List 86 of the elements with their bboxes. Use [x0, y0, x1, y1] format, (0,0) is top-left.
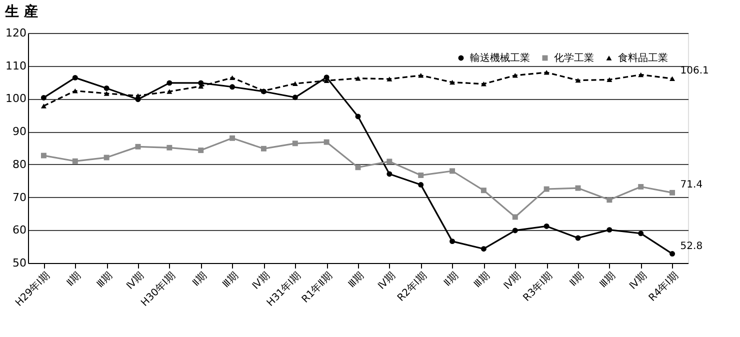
x-tick-label: Ⅱ期 [442, 270, 461, 289]
chart-title: 生 産 [4, 3, 38, 20]
point [512, 73, 518, 78]
point [166, 80, 172, 86]
point [480, 246, 486, 252]
y-tick-label: 80 [12, 158, 26, 171]
legend-label: 食料品工業 [618, 52, 668, 64]
point [450, 80, 456, 85]
point [292, 81, 298, 86]
point [418, 172, 424, 178]
point [355, 114, 361, 120]
data-label: 52.8 [680, 240, 703, 252]
y-tick-label: 60 [12, 224, 26, 237]
x-tick-label: Ⅱ期 [567, 270, 586, 289]
y-tick-label: 90 [12, 125, 26, 138]
x-tick-label: Ⅳ期 [250, 270, 272, 292]
point [166, 144, 172, 150]
x-tick-label: Ⅲ期 [220, 270, 241, 290]
x-tick-label: Ⅲ期 [597, 270, 618, 290]
point [40, 94, 46, 100]
point [418, 182, 424, 188]
point [450, 168, 456, 174]
point [575, 235, 581, 241]
x-tick-label: Ⅱ期 [64, 270, 84, 289]
point [450, 238, 456, 244]
point [418, 73, 424, 78]
y-tick-label: 50 [12, 256, 26, 270]
point [135, 144, 141, 150]
point [198, 80, 204, 86]
point [512, 228, 518, 234]
point [40, 152, 46, 158]
point [512, 214, 518, 220]
point [104, 91, 110, 96]
point [104, 154, 110, 160]
point [606, 77, 612, 82]
point [638, 72, 644, 78]
point [324, 139, 330, 145]
point [292, 94, 298, 100]
legend-label: 輸送機械工業 [470, 52, 530, 64]
point [670, 190, 676, 196]
point [260, 146, 266, 152]
point [544, 186, 550, 192]
point [575, 78, 581, 83]
point [135, 93, 141, 98]
point [40, 104, 46, 108]
x-tick-label: Ⅳ期 [124, 270, 146, 292]
x-tick-label: Ⅳ期 [501, 270, 524, 292]
y-tick-label: 100 [6, 92, 26, 106]
x-tick-label: Ⅲ期 [94, 270, 115, 290]
point [638, 230, 644, 236]
point [292, 140, 298, 146]
point [606, 227, 612, 233]
point [670, 76, 676, 82]
point [480, 188, 486, 194]
point [386, 171, 392, 177]
y-tick-label: 120 [6, 26, 26, 40]
data-label: 106.1 [680, 66, 709, 77]
legend-label: 化学工業 [554, 52, 594, 64]
point [544, 223, 550, 229]
point [575, 185, 581, 191]
x-tick-label: Ⅳ期 [376, 270, 398, 292]
point [198, 148, 204, 154]
point [230, 75, 236, 80]
point [230, 135, 236, 141]
point [104, 85, 110, 91]
x-tick-label: R2年Ⅰ期 [395, 270, 430, 304]
point [638, 184, 644, 190]
x-tick-label: Ⅲ期 [346, 270, 366, 290]
point [72, 158, 78, 164]
data-label: 71.4 [680, 180, 703, 191]
point [72, 74, 78, 80]
point [480, 82, 486, 86]
x-tick-label: Ⅱ期 [190, 270, 210, 289]
point [670, 251, 676, 257]
point [72, 88, 78, 94]
point [230, 84, 236, 90]
x-tick-label: Ⅲ期 [472, 270, 492, 290]
point [544, 70, 550, 75]
point [355, 164, 361, 170]
y-tick-label: 110 [6, 59, 26, 72]
x-tick-label: R3年Ⅰ期 [520, 270, 555, 304]
point [386, 76, 392, 82]
point [166, 89, 172, 94]
point [386, 158, 392, 164]
point [606, 197, 612, 203]
y-tick-label: 70 [12, 190, 26, 204]
